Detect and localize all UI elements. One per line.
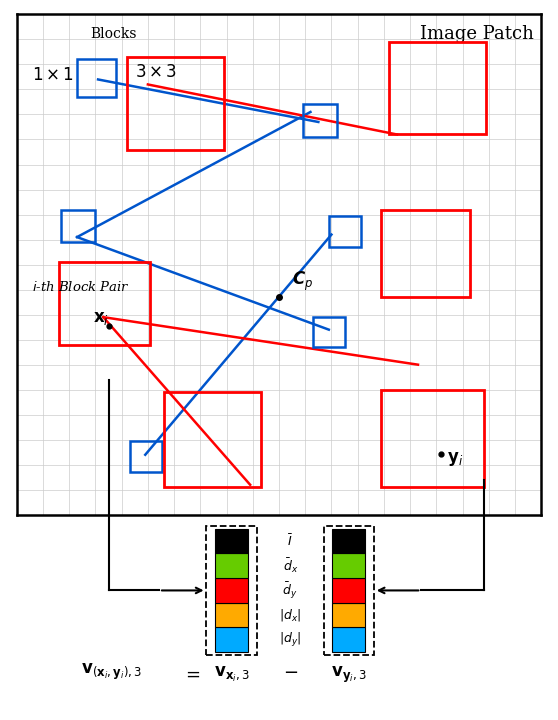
Text: Image Patch: Image Patch: [420, 25, 533, 43]
Text: $3\times3$: $3\times3$: [135, 65, 177, 81]
Text: $\mathbf{x}_i$: $\mathbf{x}_i$: [93, 310, 109, 327]
Bar: [324, 526, 374, 655]
Bar: [129, 441, 162, 472]
Bar: [302, 104, 336, 137]
Bar: [332, 603, 365, 627]
Bar: [215, 578, 248, 603]
Text: $i$-th Block Pair: $i$-th Block Pair: [32, 279, 131, 294]
Text: $1\times1$: $1\times1$: [32, 67, 75, 84]
Bar: [381, 210, 470, 297]
Bar: [59, 262, 151, 345]
Text: $|d_y|$: $|d_y|$: [279, 631, 301, 649]
Bar: [61, 210, 95, 242]
Text: $-$: $-$: [282, 662, 298, 680]
Bar: [215, 554, 248, 578]
Bar: [77, 60, 117, 97]
Text: $\bar{I}$: $\bar{I}$: [287, 534, 294, 549]
Text: $\mathbf{v}_{(\mathbf{x}_i,\mathbf{y}_i),3}$: $\mathbf{v}_{(\mathbf{x}_i,\mathbf{y}_i)…: [81, 662, 142, 682]
Bar: [389, 42, 486, 135]
Text: $\boldsymbol{C}_p$: $\boldsymbol{C}_p$: [292, 270, 314, 293]
Bar: [215, 528, 248, 554]
Text: Blocks: Blocks: [90, 27, 137, 41]
Text: $\mathbf{y}_i$: $\mathbf{y}_i$: [447, 450, 463, 468]
Bar: [215, 627, 248, 652]
Text: $\mathbf{v}_{\mathbf{y}_i,3}$: $\mathbf{v}_{\mathbf{y}_i,3}$: [331, 665, 367, 685]
Bar: [332, 554, 365, 578]
Bar: [332, 528, 365, 554]
Bar: [329, 216, 362, 247]
Text: $\bar{d}_x$: $\bar{d}_x$: [282, 557, 298, 575]
Bar: [332, 578, 365, 603]
Bar: [215, 603, 248, 627]
Bar: [381, 390, 484, 487]
Text: $|d_x|$: $|d_x|$: [279, 607, 301, 623]
Bar: [313, 317, 345, 347]
Text: $=$: $=$: [182, 665, 201, 683]
Bar: [163, 392, 261, 487]
Bar: [206, 526, 257, 655]
Text: $\mathbf{v}_{\mathbf{x}_i,3}$: $\mathbf{v}_{\mathbf{x}_i,3}$: [214, 665, 249, 684]
Bar: [127, 57, 224, 150]
Bar: [332, 627, 365, 652]
Text: $\bar{d}_y$: $\bar{d}_y$: [282, 580, 298, 600]
